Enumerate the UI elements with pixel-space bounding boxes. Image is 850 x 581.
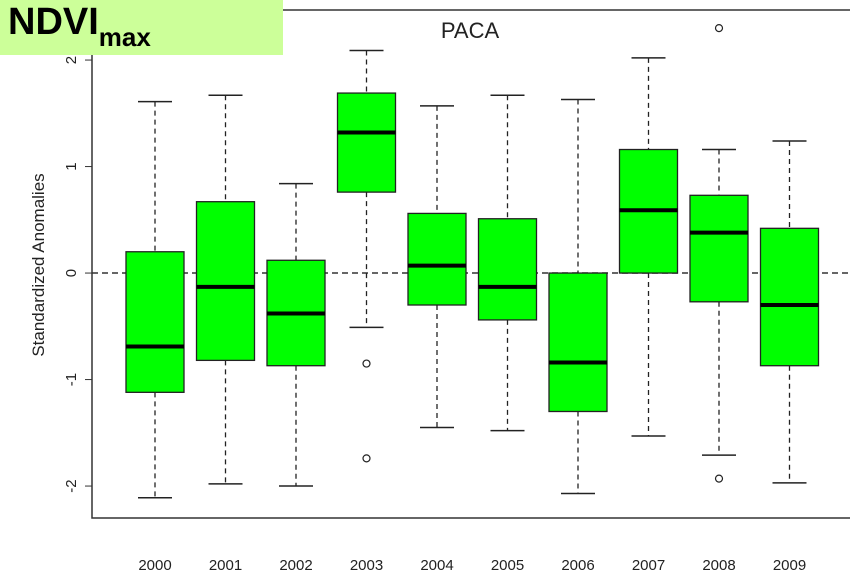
y-tick-label: 0 xyxy=(63,269,80,277)
plot-frame xyxy=(91,9,850,519)
x-tick-label: 2008 xyxy=(702,557,735,574)
x-tick-label: 2009 xyxy=(773,557,806,574)
box xyxy=(125,251,185,393)
x-tick-label: 2000 xyxy=(138,557,171,574)
outlier xyxy=(362,454,371,463)
y-tick-label: -1 xyxy=(63,373,80,386)
box xyxy=(689,194,749,303)
badge-main: NDVI xyxy=(8,1,99,43)
x-tick-label: 2001 xyxy=(209,557,242,574)
outlier xyxy=(714,24,724,33)
box xyxy=(477,218,538,321)
outlier xyxy=(362,359,371,368)
x-tick-label: 2007 xyxy=(632,557,665,574)
badge-box xyxy=(0,0,283,55)
x-tick-label: 2002 xyxy=(279,557,312,574)
box xyxy=(336,92,397,193)
box xyxy=(195,201,256,362)
x-tick-label: 2006 xyxy=(561,557,594,574)
y-axis-label: Standardized Anomalies xyxy=(29,173,48,356)
box xyxy=(407,212,467,306)
y-tick-label: -2 xyxy=(63,479,80,492)
box xyxy=(548,272,608,413)
y-tick-label: 2 xyxy=(63,56,80,64)
badge-sub: max xyxy=(99,22,152,52)
x-tick-label: 2005 xyxy=(491,557,524,574)
box xyxy=(759,227,820,367)
x-tick-label: 2003 xyxy=(350,557,383,574)
chart-title: PACA xyxy=(441,18,500,43)
y-tick-label: 1 xyxy=(63,162,80,170)
badge: NDVImax xyxy=(8,1,151,52)
outlier xyxy=(714,474,724,483)
x-tick-label: 2004 xyxy=(420,557,453,574)
